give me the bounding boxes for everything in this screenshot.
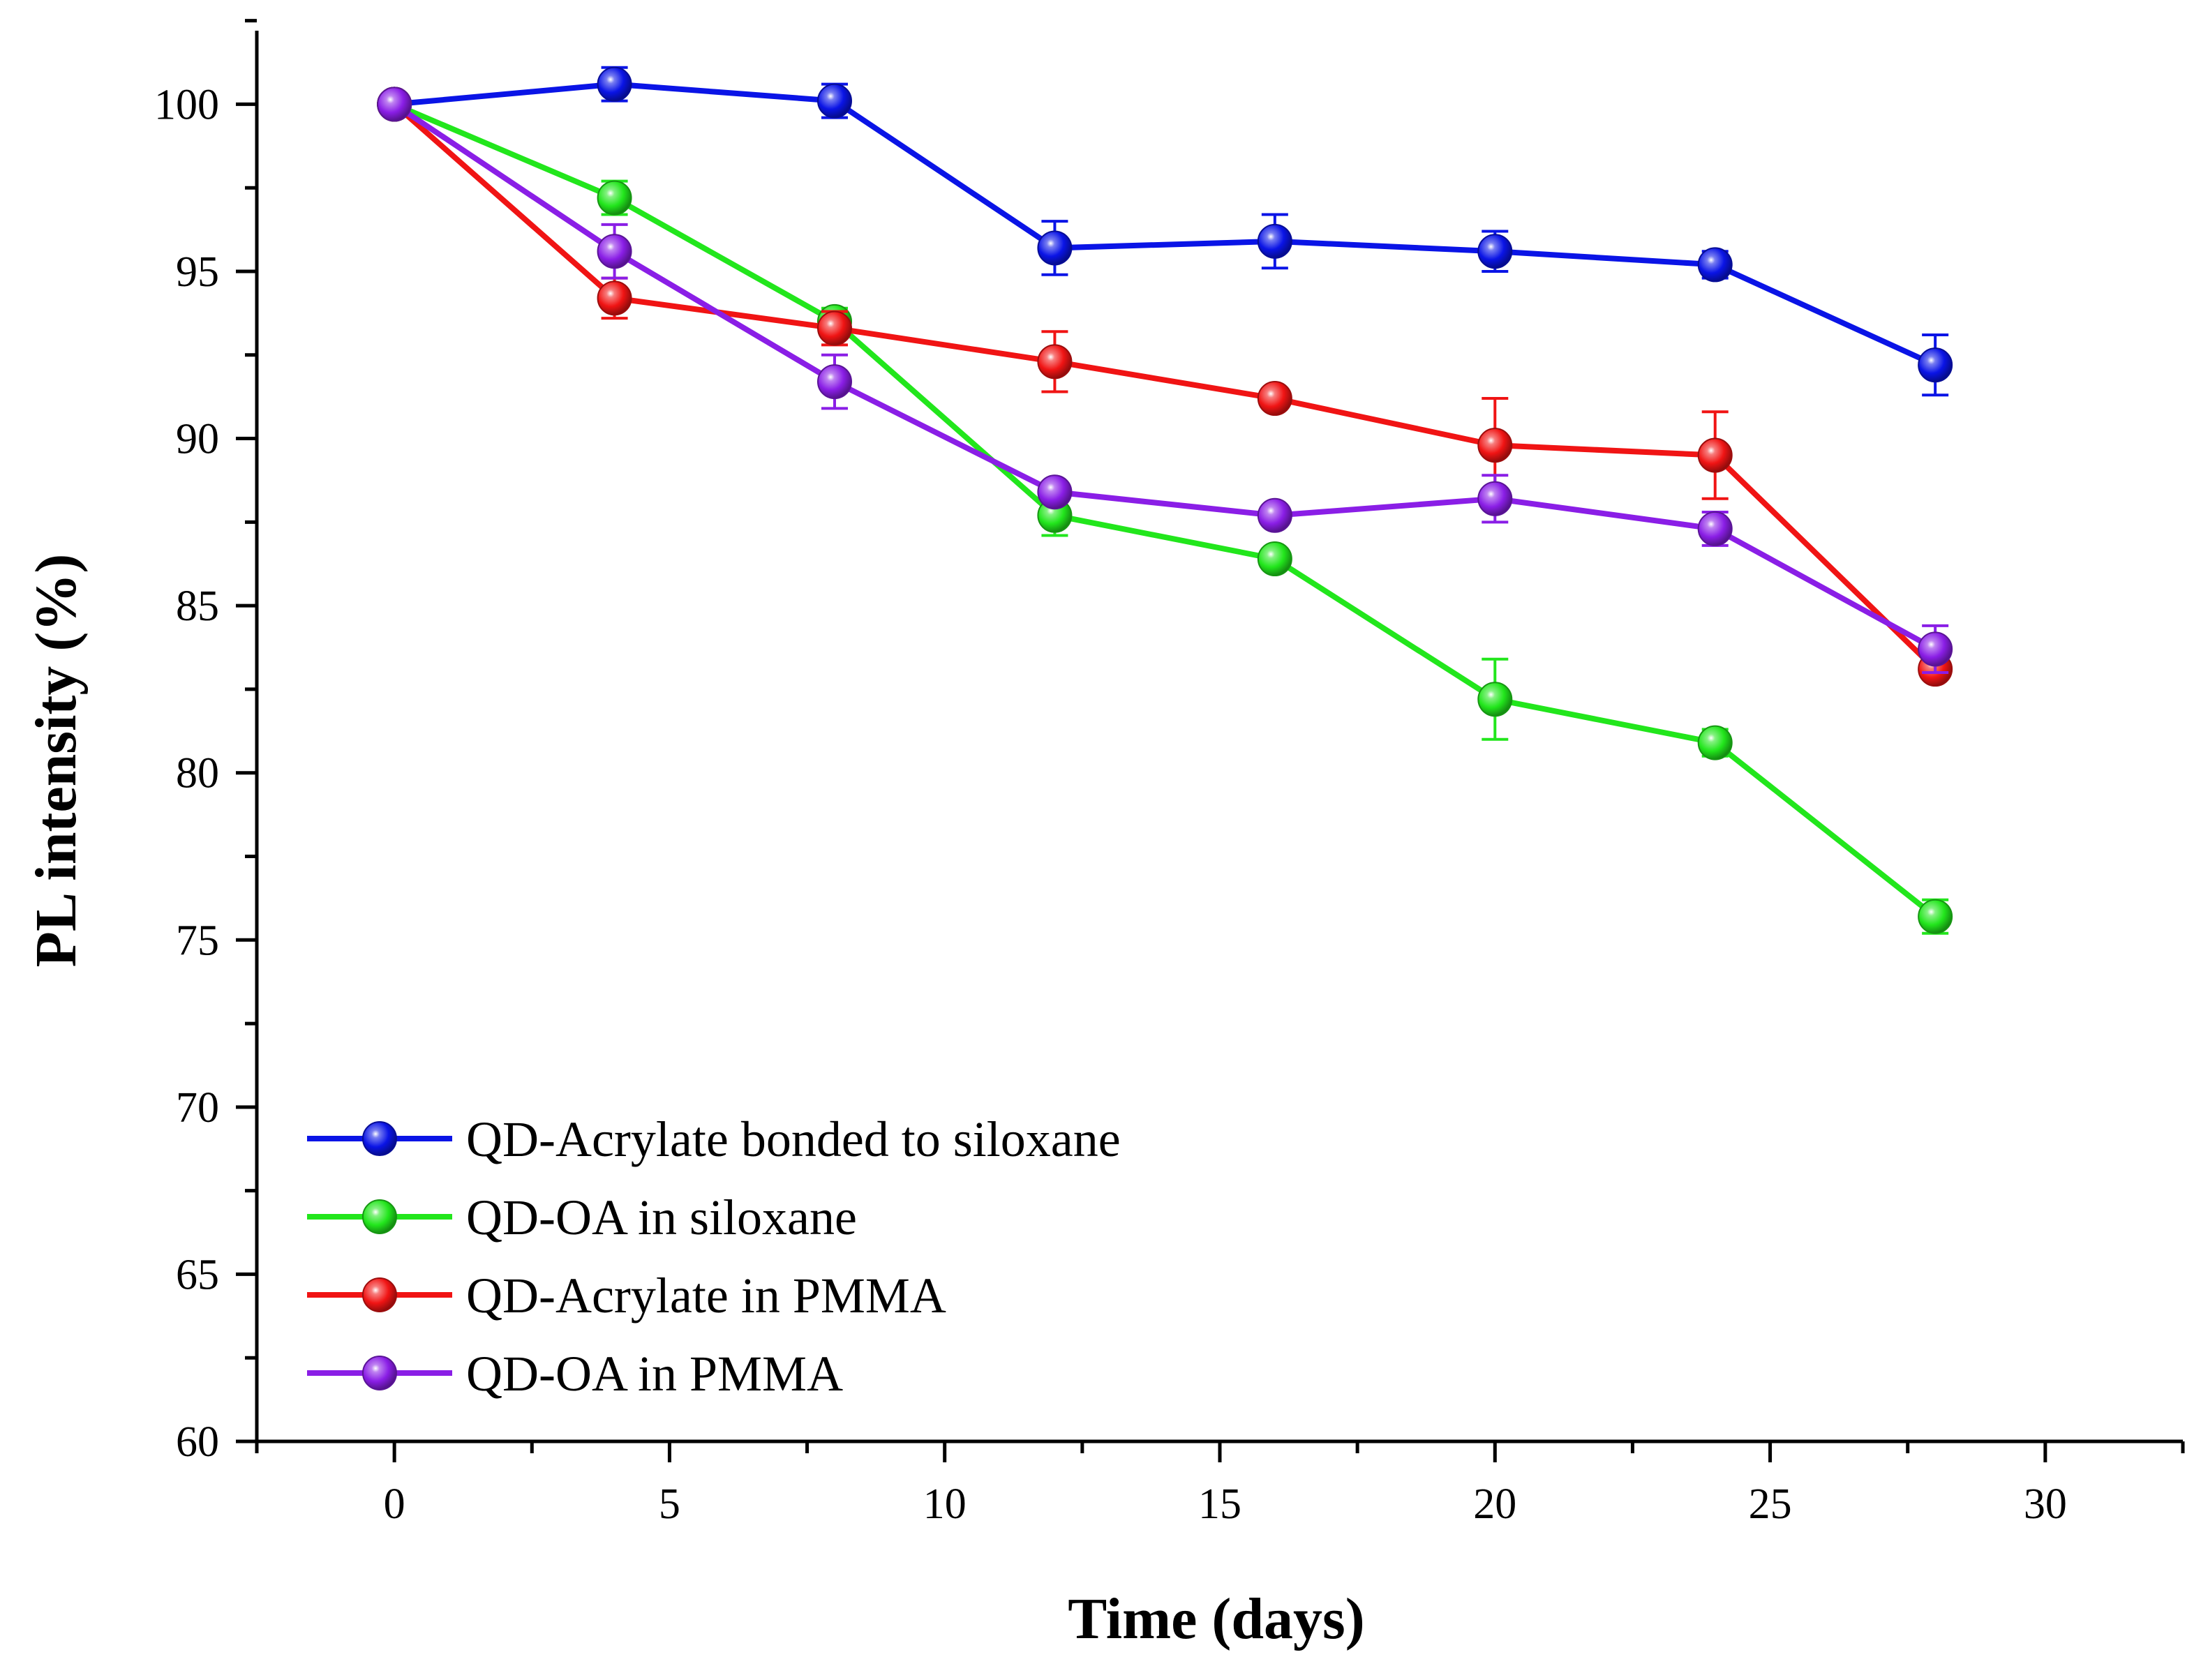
plot-area [377, 66, 1953, 935]
data-point [1918, 347, 1953, 383]
x-tick-label: 10 [923, 1480, 967, 1528]
x-tick-label: 20 [1473, 1480, 1516, 1528]
legend-entry-1: QD-Acrylate bonded to siloxane [307, 1111, 1121, 1167]
y-tick-label: 100 [154, 81, 219, 128]
legend-marker [362, 1277, 397, 1312]
data-point [817, 364, 852, 400]
x-tick-label: 0 [384, 1480, 405, 1528]
legend: QD-Acrylate bonded to siloxane QD-OA in s… [307, 1111, 1121, 1402]
y-tick-label: 85 [176, 583, 219, 630]
data-point [1037, 230, 1073, 266]
series-3 [377, 87, 1953, 687]
series-4 [377, 87, 1953, 674]
data-point [1257, 381, 1292, 417]
legend-entry-2: QD-OA in siloxane [307, 1190, 857, 1245]
data-point [817, 310, 852, 346]
data-point [1477, 428, 1513, 463]
data-point [1918, 899, 1953, 934]
y-tick-label: 95 [176, 248, 219, 296]
legend-label: QD-OA in PMMA [466, 1346, 843, 1402]
x-tick-label: 15 [1198, 1480, 1241, 1528]
legend-marker [362, 1199, 397, 1234]
y-tick-label: 90 [176, 416, 219, 463]
series-1 [377, 66, 1953, 397]
data-point [597, 180, 632, 216]
x-tick-label: 30 [2024, 1480, 2067, 1528]
legend-label: QD-OA in siloxane [466, 1190, 857, 1245]
y-tick-label: 70 [176, 1084, 219, 1132]
y-axis-title: PL intensity (%) [24, 554, 89, 968]
data-point [597, 234, 632, 269]
legend-label: QD-Acrylate bonded to siloxane [466, 1111, 1121, 1167]
y-tick-label: 75 [176, 917, 219, 964]
series-line [394, 81, 1937, 368]
y-tick-label: 80 [176, 750, 219, 797]
y-tick-label: 65 [176, 1251, 219, 1298]
data-point [1477, 234, 1513, 269]
data-point [1257, 223, 1292, 259]
legend-marker [362, 1121, 397, 1156]
y-ticks: 60 65 70 75 80 85 90 95 100 [154, 19, 257, 1466]
data-point [377, 87, 412, 122]
data-point [1697, 437, 1733, 473]
x-ticks: 0 5 10 15 20 25 30 [255, 1441, 2185, 1528]
data-point [1697, 511, 1733, 546]
data-point [817, 83, 852, 119]
legend-marker [362, 1356, 397, 1390]
y-tick-label: 60 [176, 1418, 219, 1466]
data-point [1477, 481, 1513, 516]
data-point [1697, 247, 1733, 283]
legend-entry-3: QD-Acrylate in PMMA [307, 1268, 946, 1323]
data-point [597, 66, 632, 102]
series-line [392, 102, 1937, 672]
legend-label: QD-Acrylate in PMMA [466, 1268, 946, 1323]
data-point [1257, 497, 1292, 533]
legend-entry-4: QD-OA in PMMA [307, 1346, 843, 1402]
data-point [1918, 631, 1953, 667]
x-tick-label: 25 [1749, 1480, 1792, 1528]
data-point [1037, 474, 1073, 510]
data-point [1257, 541, 1292, 577]
data-point [597, 280, 632, 316]
x-axis-title: Time (days) [1068, 1587, 1364, 1651]
data-point [1037, 344, 1073, 380]
data-point [1477, 682, 1513, 717]
series-line [393, 101, 1937, 919]
series-line [392, 102, 1937, 652]
x-tick-label: 5 [659, 1480, 680, 1528]
data-point [1697, 725, 1733, 760]
series-2 [377, 87, 1953, 935]
